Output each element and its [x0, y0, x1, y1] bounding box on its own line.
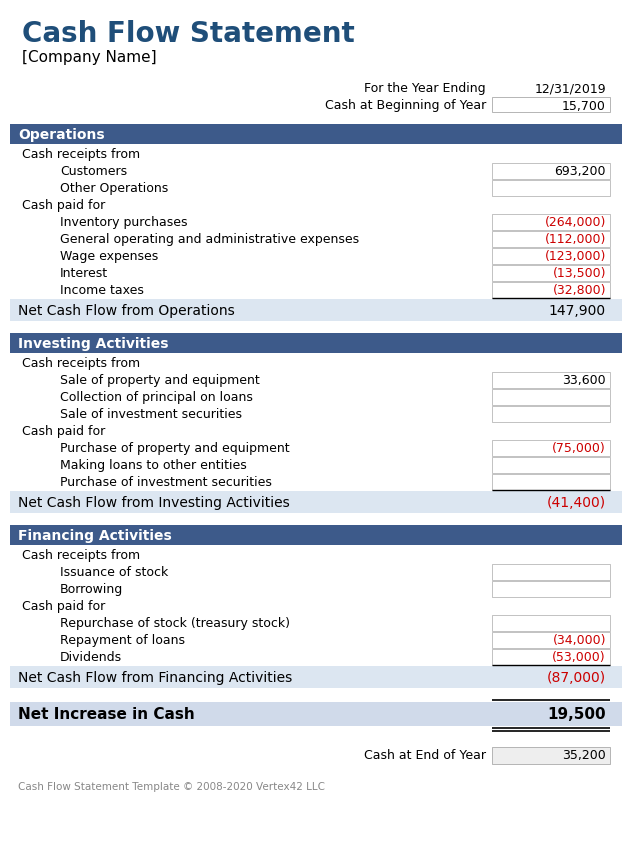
Text: Issuance of stock: Issuance of stock	[60, 566, 168, 579]
Bar	[492, 632, 610, 648]
Text: Borrowing: Borrowing	[60, 583, 123, 596]
Text: (264,000): (264,000)	[545, 216, 606, 229]
Text: 693,200: 693,200	[554, 165, 606, 178]
Bar	[492, 163, 610, 179]
Text: Cash paid for: Cash paid for	[22, 425, 105, 438]
Bar	[492, 248, 610, 264]
Bar	[10, 491, 622, 513]
Text: Inventory purchases: Inventory purchases	[60, 216, 187, 229]
Bar	[492, 649, 610, 665]
Bar	[492, 457, 610, 473]
Text: For the Year Ending: For the Year Ending	[365, 82, 486, 95]
Text: Cash at Beginning of Year: Cash at Beginning of Year	[325, 99, 486, 112]
Text: 33,600: 33,600	[562, 374, 606, 387]
Bar	[492, 615, 610, 631]
Bar	[492, 406, 610, 422]
Bar	[492, 372, 610, 388]
Text: Purchase of property and equipment: Purchase of property and equipment	[60, 442, 290, 455]
Bar	[492, 440, 610, 456]
Text: Cash receipts from: Cash receipts from	[22, 549, 140, 562]
Text: [Company Name]: [Company Name]	[22, 50, 156, 65]
Text: Interest: Interest	[60, 267, 108, 280]
Bar	[492, 97, 610, 112]
Text: Purchase of investment securities: Purchase of investment securities	[60, 476, 272, 489]
Text: Operations: Operations	[18, 128, 104, 142]
Bar	[10, 702, 622, 726]
Text: (75,000): (75,000)	[553, 442, 606, 455]
Text: 15,700: 15,700	[562, 100, 606, 113]
Text: Financing Activities: Financing Activities	[18, 529, 172, 543]
Bar	[492, 564, 610, 580]
Bar	[492, 180, 610, 196]
Text: 12/31/2019: 12/31/2019	[535, 82, 606, 95]
Text: (53,000): (53,000)	[553, 651, 606, 664]
Bar	[492, 231, 610, 247]
Text: 147,900: 147,900	[549, 304, 606, 318]
Text: Cash Flow Statement: Cash Flow Statement	[22, 20, 355, 48]
Bar	[492, 474, 610, 490]
Text: Cash Flow Statement Template © 2008-2020 Vertex42 LLC: Cash Flow Statement Template © 2008-2020…	[18, 782, 325, 792]
Bar	[10, 333, 622, 353]
Bar	[10, 124, 622, 144]
Text: Dividends: Dividends	[60, 651, 122, 664]
Text: Net Cash Flow from Operations: Net Cash Flow from Operations	[18, 304, 235, 318]
Bar	[492, 265, 610, 281]
Text: Cash receipts from: Cash receipts from	[22, 357, 140, 370]
Text: Repurchase of stock (treasury stock): Repurchase of stock (treasury stock)	[60, 617, 290, 630]
Text: Customers: Customers	[60, 165, 127, 178]
Bar	[10, 666, 622, 688]
Bar	[10, 525, 622, 545]
Bar	[492, 581, 610, 597]
Text: (34,000): (34,000)	[553, 634, 606, 647]
Text: Investing Activities: Investing Activities	[18, 337, 169, 351]
Text: (32,800): (32,800)	[553, 284, 606, 297]
Text: Income taxes: Income taxes	[60, 284, 144, 297]
Text: Sale of investment securities: Sale of investment securities	[60, 408, 242, 421]
Text: (87,000): (87,000)	[547, 671, 606, 685]
Text: Net Increase in Cash: Net Increase in Cash	[18, 707, 194, 722]
Text: Net Cash Flow from Investing Activities: Net Cash Flow from Investing Activities	[18, 496, 290, 510]
Text: Net Cash Flow from Financing Activities: Net Cash Flow from Financing Activities	[18, 671, 292, 685]
Bar	[492, 389, 610, 405]
Bar	[492, 282, 610, 298]
Text: Other Operations: Other Operations	[60, 182, 168, 195]
Text: (41,400): (41,400)	[547, 496, 606, 510]
Text: General operating and administrative expenses: General operating and administrative exp…	[60, 233, 359, 246]
Text: Cash paid for: Cash paid for	[22, 199, 105, 212]
Text: Wage expenses: Wage expenses	[60, 250, 158, 263]
Text: (112,000): (112,000)	[545, 233, 606, 246]
Text: Cash at End of Year: Cash at End of Year	[364, 749, 486, 762]
Text: (123,000): (123,000)	[545, 250, 606, 263]
Text: Cash receipts from: Cash receipts from	[22, 148, 140, 161]
Bar	[492, 747, 610, 764]
Text: Repayment of loans: Repayment of loans	[60, 634, 185, 647]
Text: Collection of principal on loans: Collection of principal on loans	[60, 391, 253, 404]
Text: Sale of property and equipment: Sale of property and equipment	[60, 374, 260, 387]
Text: 19,500: 19,500	[547, 707, 606, 722]
Text: Cash paid for: Cash paid for	[22, 600, 105, 613]
Bar	[10, 299, 622, 321]
Text: Making loans to other entities: Making loans to other entities	[60, 459, 247, 472]
Text: 35,200: 35,200	[562, 749, 606, 762]
Text: (13,500): (13,500)	[553, 267, 606, 280]
Bar	[492, 214, 610, 230]
